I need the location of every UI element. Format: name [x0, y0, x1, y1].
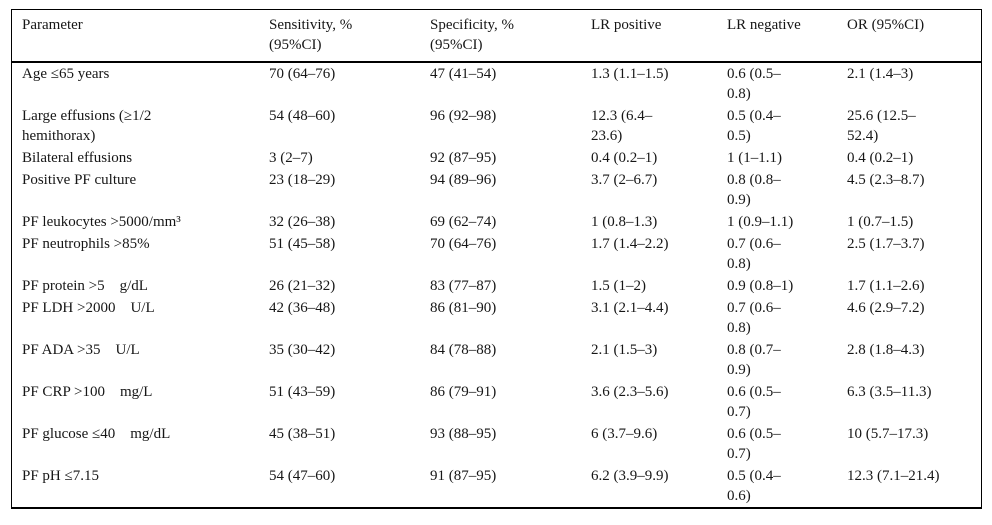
cell-specificity: 83 (77–87) — [430, 278, 497, 294]
cell-specificity: 94 (89–96) — [430, 172, 497, 188]
cell-parameter: PF pH ≤7.15 — [22, 468, 99, 484]
cell-lr-positive: 3.7 (2–6.7) — [591, 172, 658, 188]
cell-parameter: Positive PF culture — [22, 172, 137, 188]
cell-sensitivity: 54 (48–60) — [269, 108, 336, 124]
cell-parameter: PF leukocytes >5000/mm³ — [22, 214, 181, 230]
cell-lr-negative: 0.5 (0.4– 0.5) — [727, 108, 781, 144]
cell-or: 1 (0.7–1.5) — [847, 214, 914, 230]
cell-parameter: PF protein >5 g/dL — [22, 278, 148, 294]
cell-parameter: PF neutrophils >85% — [22, 236, 150, 252]
column-header-lr-negative: LR negative — [727, 10, 847, 63]
cell-sensitivity: 45 (38–51) — [269, 426, 336, 442]
cell-sensitivity: 26 (21–32) — [269, 278, 336, 294]
cell-parameter: PF glucose ≤40 mg/dL — [22, 426, 171, 442]
header-row: Parameter Sensitivity, % (95%CI) Specifi… — [12, 10, 981, 63]
cell-parameter: PF ADA >35 U/L — [22, 342, 140, 358]
cell-sensitivity: 42 (36–48) — [269, 300, 336, 316]
cell-lr-negative: 0.6 (0.5– 0.7) — [727, 384, 781, 420]
cell-lr-positive: 6.2 (3.9–9.9) — [591, 468, 669, 484]
cell-specificity: 93 (88–95) — [430, 426, 497, 442]
cell-or: 2.1 (1.4–3) — [847, 66, 914, 82]
cell-lr-positive: 0.4 (0.2–1) — [591, 150, 658, 166]
cell-or: 12.3 (7.1–21.4) — [847, 468, 940, 484]
cell-or: 25.6 (12.5– 52.4) — [847, 108, 916, 144]
cell-lr-negative: 1 (1–1.1) — [727, 150, 782, 166]
cell-sensitivity: 35 (30–42) — [269, 342, 336, 358]
table-row: PF protein >5 g/dL 26 (21–32) 83 (77–87)… — [12, 275, 981, 297]
column-header-parameter: Parameter — [12, 10, 269, 63]
table-row: Bilateral effusions 3 (2–7) 92 (87–95) 0… — [12, 147, 981, 169]
cell-lr-negative: 1 (0.9–1.1) — [727, 214, 794, 230]
cell-parameter: Bilateral effusions — [22, 150, 133, 166]
cell-specificity: 96 (92–98) — [430, 108, 497, 124]
cell-lr-positive: 2.1 (1.5–3) — [591, 342, 658, 358]
cell-lr-positive: 1.3 (1.1–1.5) — [591, 66, 669, 82]
cell-lr-negative: 0.5 (0.4– 0.6) — [727, 468, 781, 504]
cell-lr-positive: 6 (3.7–9.6) — [591, 426, 658, 442]
cell-or: 2.5 (1.7–3.7) — [847, 236, 925, 252]
cell-parameter: PF LDH >2000 U/L — [22, 300, 155, 316]
cell-lr-negative: 0.9 (0.8–1) — [727, 278, 794, 294]
cell-specificity: 47 (41–54) — [430, 66, 497, 82]
cell-sensitivity: 32 (26–38) — [269, 214, 336, 230]
column-header-sensitivity: Sensitivity, % (95%CI) — [269, 10, 430, 63]
cell-lr-negative: 0.8 (0.7– 0.9) — [727, 342, 781, 378]
table-row: PF CRP >100 mg/L 51 (43–59) 86 (79–91) 3… — [12, 381, 981, 423]
cell-parameter: PF CRP >100 mg/L — [22, 384, 153, 400]
cell-specificity: 86 (81–90) — [430, 300, 497, 316]
cell-sensitivity: 70 (64–76) — [269, 66, 336, 82]
column-header-lr-positive: LR positive — [591, 10, 727, 63]
cell-lr-positive: 12.3 (6.4– 23.6) — [591, 108, 653, 144]
cell-specificity: 91 (87–95) — [430, 468, 497, 484]
cell-or: 4.5 (2.3–8.7) — [847, 172, 925, 188]
cell-parameter: Large effusions (≥1/2 hemithorax) — [22, 108, 152, 144]
cell-lr-negative: 0.6 (0.5– 0.7) — [727, 426, 781, 462]
cell-or: 10 (5.7–17.3) — [847, 426, 929, 442]
cell-parameter: Age ≤65 years — [22, 66, 110, 82]
table-row: PF ADA >35 U/L 35 (30–42) 84 (78–88) 2.1… — [12, 339, 981, 381]
cell-or: 0.4 (0.2–1) — [847, 150, 914, 166]
table-row: Positive PF culture 23 (18–29) 94 (89–96… — [12, 169, 981, 211]
table-row: Age ≤65 years 70 (64–76) 47 (41–54) 1.3 … — [12, 62, 981, 105]
cell-lr-positive: 1 (0.8–1.3) — [591, 214, 658, 230]
cell-specificity: 70 (64–76) — [430, 236, 497, 252]
cell-lr-positive: 1.5 (1–2) — [591, 278, 646, 294]
cell-specificity: 69 (62–74) — [430, 214, 497, 230]
cell-lr-positive: 1.7 (1.4–2.2) — [591, 236, 669, 252]
cell-or: 6.3 (3.5–11.3) — [847, 384, 932, 400]
table-row: PF leukocytes >5000/mm³ 32 (26–38) 69 (6… — [12, 211, 981, 233]
diagnostic-accuracy-table: Parameter Sensitivity, % (95%CI) Specifi… — [12, 10, 981, 507]
cell-lr-negative: 0.7 (0.6– 0.8) — [727, 300, 781, 336]
cell-or: 2.8 (1.8–4.3) — [847, 342, 925, 358]
cell-lr-negative: 0.8 (0.8– 0.9) — [727, 172, 781, 208]
cell-lr-positive: 3.1 (2.1–4.4) — [591, 300, 669, 316]
cell-lr-negative: 0.7 (0.6– 0.8) — [727, 236, 781, 272]
cell-specificity: 84 (78–88) — [430, 342, 497, 358]
diagnostic-accuracy-table-frame: Parameter Sensitivity, % (95%CI) Specifi… — [11, 9, 982, 509]
cell-lr-negative: 0.6 (0.5– 0.8) — [727, 66, 781, 102]
column-header-or: OR (95%CI) — [847, 10, 981, 63]
table-row: PF glucose ≤40 mg/dL 45 (38–51) 93 (88–9… — [12, 423, 981, 465]
cell-sensitivity: 23 (18–29) — [269, 172, 336, 188]
table-row: PF neutrophils >85% 51 (45–58) 70 (64–76… — [12, 233, 981, 275]
cell-sensitivity: 3 (2–7) — [269, 150, 313, 166]
cell-specificity: 86 (79–91) — [430, 384, 497, 400]
column-header-specificity: Specificity, % (95%CI) — [430, 10, 591, 63]
table-row: Large effusions (≥1/2 hemithorax) 54 (48… — [12, 105, 981, 147]
cell-sensitivity: 51 (45–58) — [269, 236, 336, 252]
cell-specificity: 92 (87–95) — [430, 150, 497, 166]
cell-lr-positive: 3.6 (2.3–5.6) — [591, 384, 669, 400]
cell-or: 4.6 (2.9–7.2) — [847, 300, 925, 316]
table-row: PF pH ≤7.15 54 (47–60) 91 (87–95) 6.2 (3… — [12, 465, 981, 507]
table-row: PF LDH >2000 U/L 42 (36–48) 86 (81–90) 3… — [12, 297, 981, 339]
cell-or: 1.7 (1.1–2.6) — [847, 278, 925, 294]
cell-sensitivity: 51 (43–59) — [269, 384, 336, 400]
cell-sensitivity: 54 (47–60) — [269, 468, 336, 484]
